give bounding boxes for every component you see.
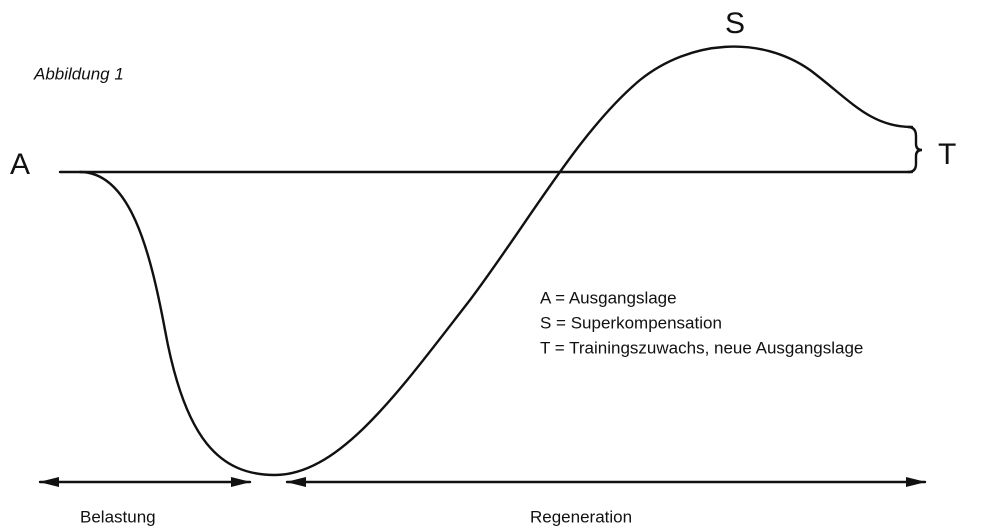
caption: Abbildung 1 [33, 64, 124, 83]
legend-line: T = Trainingszuwachs, neue Ausgangslage [540, 338, 863, 357]
label-a: A [10, 148, 30, 181]
curve [78, 45, 914, 477]
phase-label: Belastung [80, 507, 156, 526]
brace [906, 125, 923, 174]
legend-line: S = Superkompensation [540, 313, 722, 332]
legend-line: A = Ausgangslage [540, 288, 677, 307]
label-t: T [938, 138, 956, 171]
label-s: S [725, 7, 745, 40]
phase-label: Regeneration [530, 507, 632, 526]
